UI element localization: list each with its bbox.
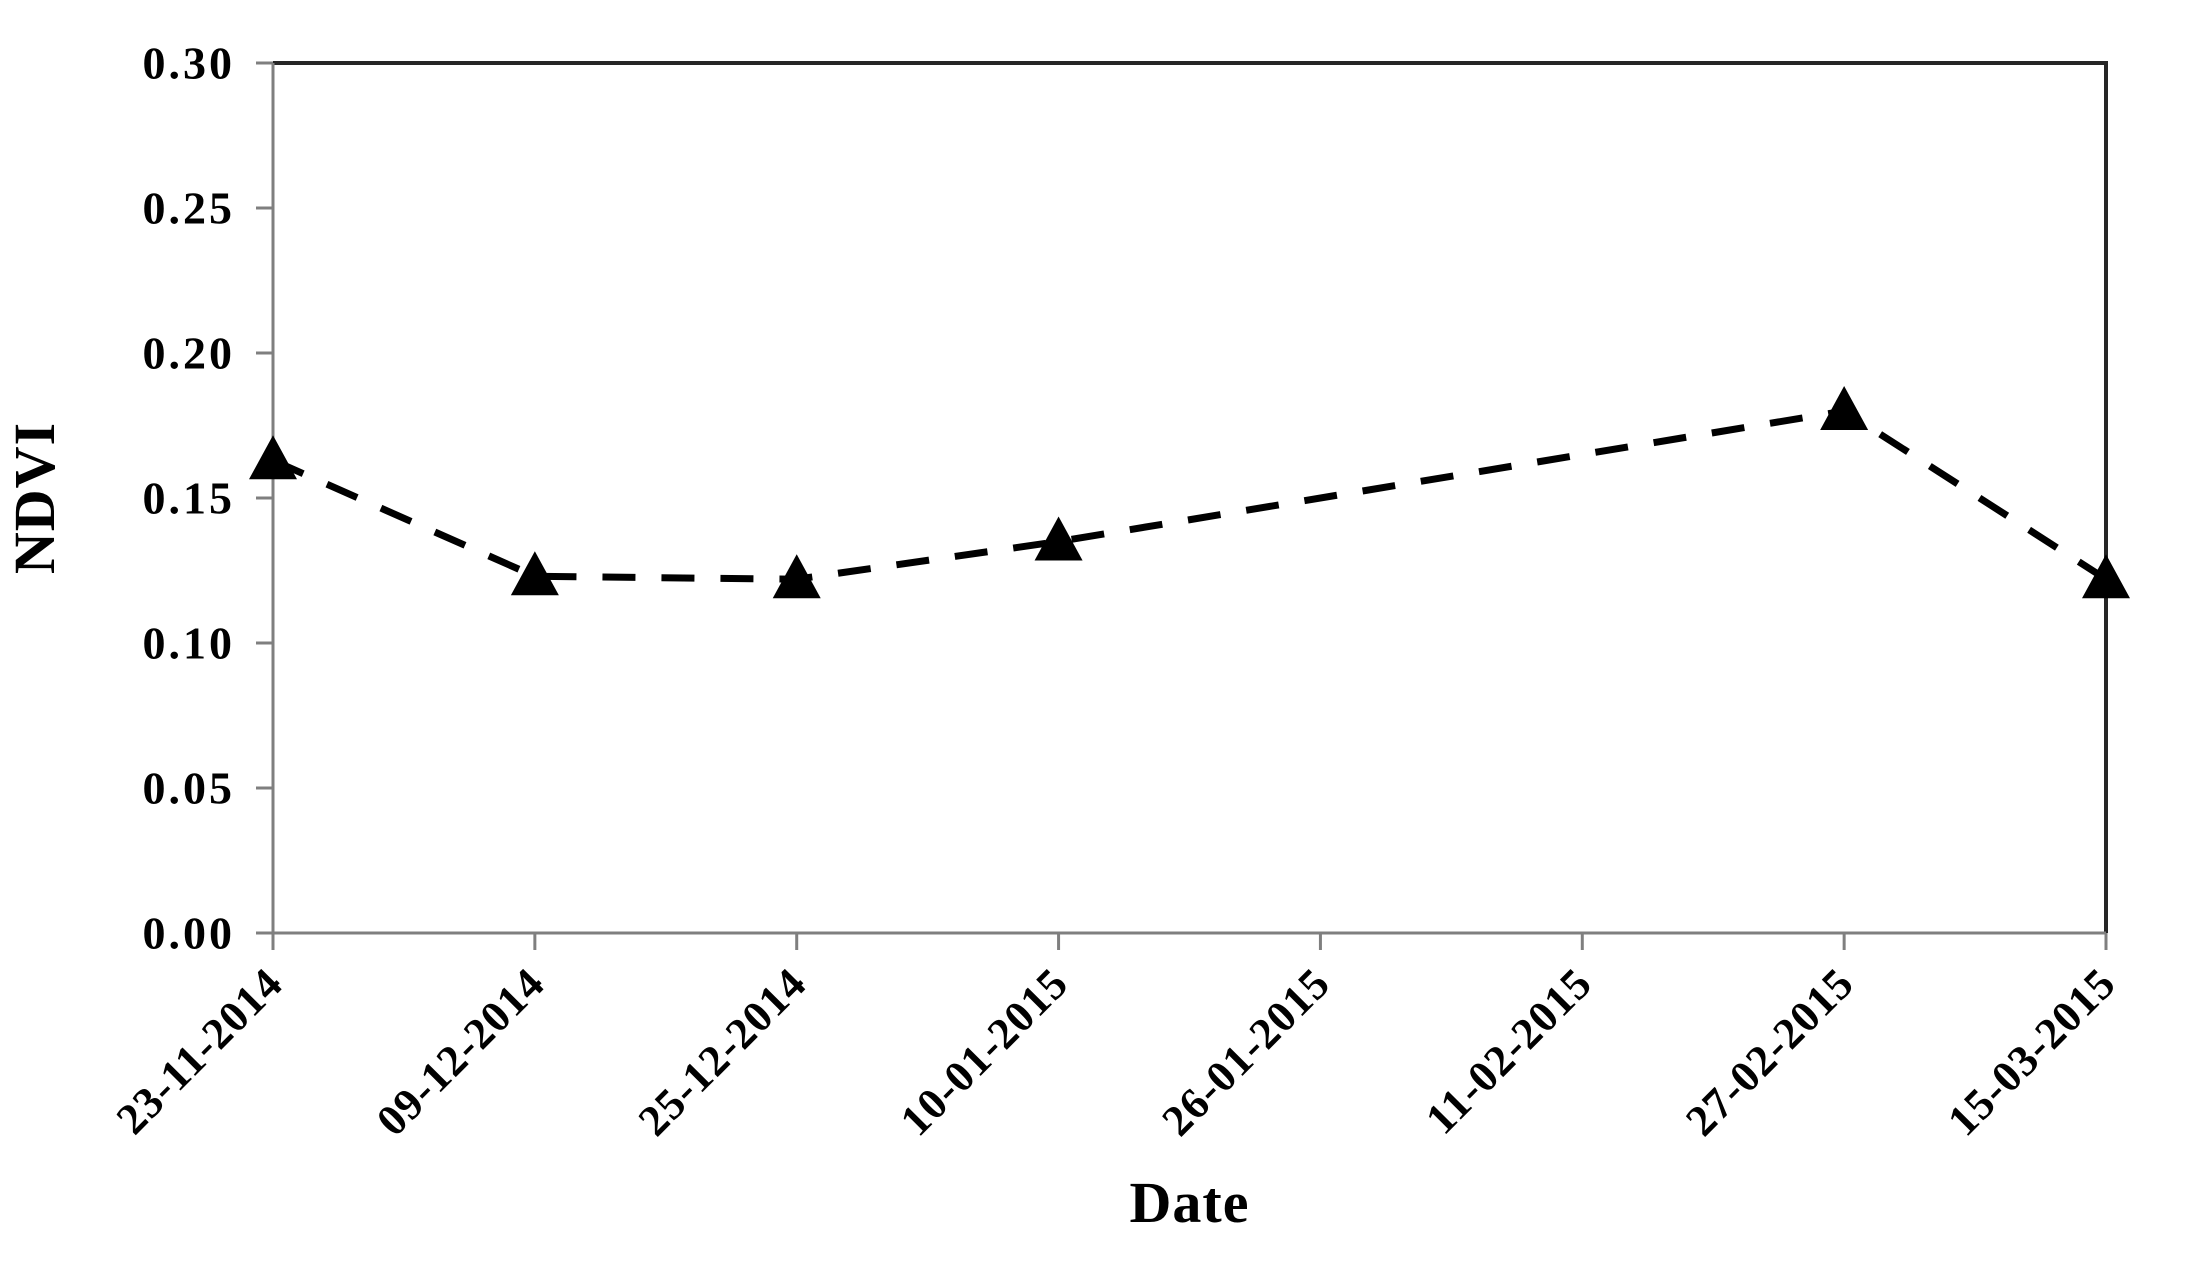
x-tick-label: 11-02-2015 — [1416, 958, 1601, 1143]
x-tick-label: 23-11-2014 — [107, 958, 292, 1143]
data-point-triangle-marker — [2082, 554, 2130, 599]
y-tick-label: 0.15 — [143, 473, 236, 524]
y-axis-title: NDVI — [2, 422, 67, 574]
data-point-triangle-marker — [772, 554, 821, 599]
y-tick-label: 0.00 — [143, 908, 236, 959]
data-point-triangle-marker — [249, 435, 297, 480]
series-dashed-line — [271, 407, 2108, 583]
x-tick-label: 27-02-2015 — [1676, 958, 1863, 1145]
x-tick-label: 10-01-2015 — [891, 958, 1078, 1145]
x-tick-label: 26-01-2015 — [1153, 958, 1340, 1145]
y-tick-label: 0.05 — [143, 763, 236, 814]
data-point-triangle-marker — [1820, 386, 1869, 430]
data-point-triangle-marker — [510, 551, 559, 596]
y-tick-label: 0.10 — [143, 618, 236, 669]
x-tick-label: 25-12-2014 — [629, 958, 816, 1145]
y-tick-label: 0.25 — [143, 183, 236, 234]
y-tick-label: 0.30 — [143, 38, 236, 89]
x-tick-label: 15-03-2015 — [1938, 958, 2125, 1145]
y-tick-label: 0.20 — [143, 328, 236, 379]
data-point-triangle-marker — [1034, 516, 1083, 561]
x-tick-label: 09-12-2014 — [367, 958, 554, 1145]
x-axis-title: Date — [1130, 1170, 1250, 1235]
